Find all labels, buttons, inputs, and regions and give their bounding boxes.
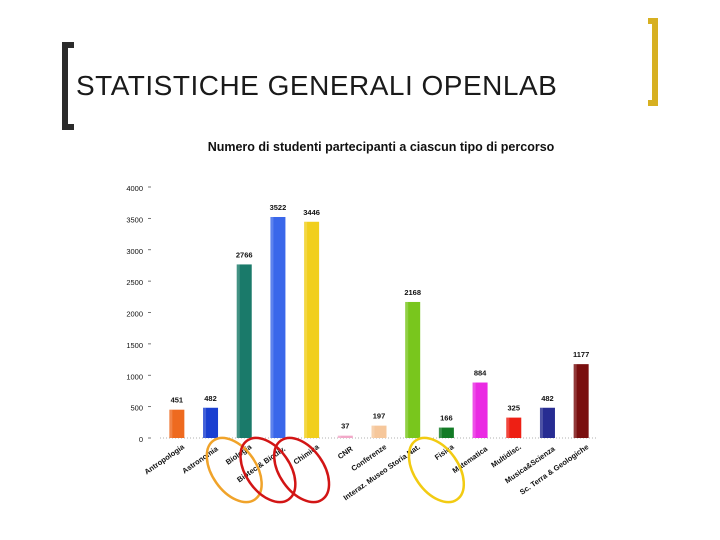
bar-value-label: 2766 [236, 250, 253, 259]
bar-value-label: 37 [341, 422, 349, 431]
bar-matematica [472, 382, 488, 438]
right-bracket-decoration [648, 18, 658, 106]
bar-conferenze [371, 425, 387, 438]
y-tick-label: 2500 [126, 278, 143, 287]
bar-highlight [506, 417, 510, 438]
x-category-label: Fisica [433, 442, 456, 462]
bar-value-label: 2168 [404, 288, 421, 297]
bar-value-label: 482 [541, 394, 554, 403]
bar-value-label: 1177 [573, 350, 589, 359]
x-category-label: CNR [336, 444, 355, 461]
y-tick-label: 1500 [126, 341, 143, 350]
bar-highlight [169, 409, 173, 438]
bar-highlight [236, 264, 240, 438]
bar-highlight [573, 364, 577, 438]
bar-value-label: 325 [508, 404, 521, 413]
bar-value-label: 884 [474, 369, 487, 378]
bar-value-label: 482 [204, 394, 217, 403]
highlight-circle-fisica [407, 436, 466, 504]
bar-value-label: 451 [171, 396, 184, 405]
bar-highlight [539, 407, 543, 438]
bar-multidisc [506, 417, 522, 438]
bar-highlight [270, 216, 274, 438]
x-category-label: Astronomia [180, 444, 220, 476]
bar-fisica [438, 427, 454, 438]
bar-value-label: 197 [373, 412, 386, 421]
y-tick-label: 500 [130, 404, 143, 413]
y-tick-label: 1000 [126, 372, 143, 381]
slide-title: STATISTICHE GENERALI OPENLAB [76, 70, 558, 101]
bar-interaz-museo-storia-nat [405, 301, 421, 438]
bar-value-label: 3522 [270, 203, 287, 212]
bar-cnr [337, 435, 353, 438]
bar-highlight [371, 425, 375, 438]
bar-highlight [472, 382, 476, 438]
y-tick-label: 3500 [126, 215, 143, 224]
bar-highlight [203, 407, 207, 438]
bar-highlight [405, 301, 409, 438]
y-tick-label: 2000 [126, 310, 143, 319]
bar-astronomia [203, 407, 219, 438]
bar-chimica [304, 221, 320, 438]
y-tick-label: 0 [139, 435, 143, 444]
bar-antropologia [169, 409, 185, 438]
bar-value-label: 166 [440, 414, 453, 423]
x-category-label: Multidisc. [489, 442, 522, 469]
bar-highlight [438, 427, 442, 438]
x-category-label: Antropologia [143, 442, 187, 477]
bar-musica-scienza [539, 407, 555, 438]
chart-title: Numero di studenti partecipanti a ciascu… [208, 140, 555, 154]
left-bracket-decoration [62, 42, 74, 130]
highlight-circle-chimica [272, 436, 331, 504]
bar-highlight [304, 221, 308, 438]
y-tick-label: 3000 [126, 247, 143, 256]
highlight-circle-biotec-biodiv [239, 436, 297, 504]
highlight-circle-biologia [205, 436, 263, 504]
bar-biotec-biodiv [270, 216, 286, 438]
y-tick-label: 4000 [126, 184, 143, 193]
bar-value-label: 3446 [303, 208, 320, 217]
bar-sc-terra-geologiche [573, 364, 589, 438]
bar-biologia [236, 264, 252, 438]
bar-highlight [337, 435, 341, 438]
